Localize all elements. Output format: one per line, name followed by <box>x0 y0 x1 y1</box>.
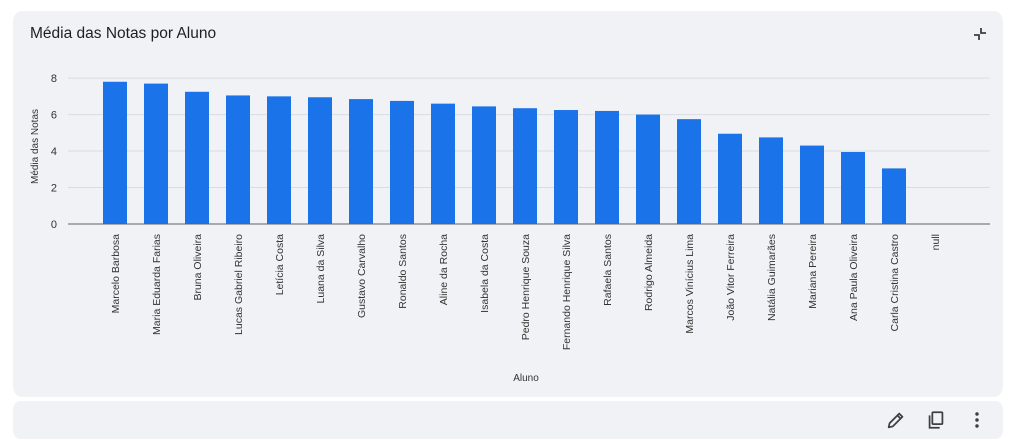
bar <box>513 108 537 224</box>
x-tick-label: Marcelo Barbosa <box>110 234 122 314</box>
bar <box>103 81 127 224</box>
y-tick-label: 4 <box>51 146 57 158</box>
x-tick-label: João Vitor Ferreira <box>725 234 737 321</box>
x-tick-label: Marcos Vinícius Lima <box>684 234 696 334</box>
bar <box>144 83 168 225</box>
x-tick-label: Luana da Silva <box>315 234 327 304</box>
x-tick-label: Rodrigo Almeida <box>643 234 655 311</box>
bar <box>472 106 496 224</box>
y-tick-label: 0 <box>51 219 57 231</box>
x-tick-label: Lucas Gabriel Ribeiro <box>233 234 245 335</box>
x-tick-label: Carla Cristina Castro <box>889 234 901 332</box>
x-tick-label: Maria Eduarda Farias <box>151 234 163 335</box>
more-vert-icon[interactable] <box>966 409 988 431</box>
bar <box>185 91 209 224</box>
x-axis-label: Aluno <box>513 373 539 384</box>
x-tick-label: Natália Guimarães <box>766 234 778 321</box>
bar <box>554 110 578 224</box>
bar <box>677 119 701 224</box>
bar <box>226 95 250 224</box>
x-tick-label: Mariana Pereira <box>807 234 819 309</box>
bar <box>349 99 373 224</box>
chart-title: Média das Notas por Aluno <box>30 25 217 42</box>
x-tick-label: Pedro Henrique Souza <box>520 234 532 340</box>
pencil-icon[interactable] <box>885 409 907 431</box>
bar <box>882 168 906 224</box>
card-footer <box>13 401 1003 439</box>
bar <box>308 97 332 224</box>
x-tick-label: Ana Paula Oliveira <box>848 234 860 321</box>
bar <box>800 145 824 224</box>
bar <box>595 110 619 224</box>
x-tick-label: Fernando Henrique Silva <box>561 234 573 350</box>
bar <box>841 151 865 224</box>
x-tick-label: null <box>930 234 942 250</box>
x-tick-label: Letícia Costa <box>274 234 286 295</box>
copy-icon[interactable] <box>925 409 947 431</box>
bar <box>431 103 455 224</box>
y-axis-label: Média das Notas <box>30 109 41 184</box>
bar <box>718 133 742 224</box>
x-tick-label: Rafaela Santos <box>602 234 614 306</box>
y-tick-label: 2 <box>51 183 57 195</box>
bar-chart: 0 2 4 6 8 Marcelo Barbosa Maria Eduarda Farias… <box>30 73 990 384</box>
x-tick-label: Ronaldo Santos <box>397 234 409 309</box>
bar <box>267 96 291 224</box>
collapse-icon[interactable] <box>971 25 989 43</box>
x-tick-label: Aline da Rocha <box>438 234 450 305</box>
bar <box>636 114 660 224</box>
chart-card: Média das Notas por Aluno 0 2 4 6 8 Marcelo B… <box>13 11 1003 397</box>
bar <box>390 100 414 224</box>
x-tick-label: Bruna Oliveira <box>192 234 204 301</box>
y-tick-label: 8 <box>51 73 57 85</box>
x-tick-label: Isabela da Costa <box>479 234 491 313</box>
x-tick-label: Gustavo Carvalho <box>356 234 368 318</box>
bar <box>759 137 783 224</box>
y-tick-label: 6 <box>51 110 57 122</box>
